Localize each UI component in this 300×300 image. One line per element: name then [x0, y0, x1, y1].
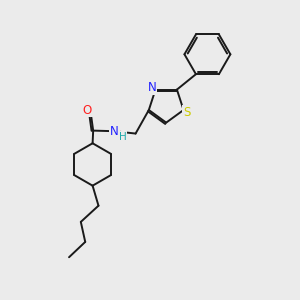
Text: N: N: [148, 81, 156, 94]
Text: H: H: [119, 131, 127, 142]
Text: O: O: [83, 103, 92, 116]
Text: S: S: [183, 106, 191, 119]
Text: N: N: [110, 125, 119, 138]
